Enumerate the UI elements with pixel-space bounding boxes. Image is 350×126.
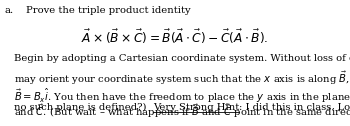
Text: $\vec{B}=B_x\hat{i}$. You then have the freedom to place the $y$ axis in the pla: $\vec{B}=B_x\hat{i}$. You then have the … — [14, 86, 350, 105]
Text: Very Strong Hint: Very Strong Hint — [153, 103, 239, 112]
Text: a.: a. — [4, 6, 13, 15]
Text: : I did this in class. Look in the book!: : I did this in class. Look in the book! — [239, 103, 350, 112]
Text: $\vec{A}\times(\vec{B}\times\vec{C})=\vec{B}(\vec{A}\cdot\vec{C})-\vec{C}(\vec{A: $\vec{A}\times(\vec{B}\times\vec{C})=\ve… — [81, 28, 269, 46]
Text: no such plane is defined?): no such plane is defined?) — [14, 103, 153, 112]
Text: may orient your coordinate system such that the $x$ axis is along $\vec{B}$,  so: may orient your coordinate system such t… — [14, 70, 350, 87]
Text: and $\vec{C}$. (But wait – what happens if $\vec{B}$ and $\vec{C}$ point in the : and $\vec{C}$. (But wait – what happens … — [14, 103, 350, 120]
Text: Prove the triple product identity: Prove the triple product identity — [26, 6, 191, 15]
Text: Begin by adopting a Cartesian coordinate system. Without loss of generality, you: Begin by adopting a Cartesian coordinate… — [14, 54, 350, 62]
